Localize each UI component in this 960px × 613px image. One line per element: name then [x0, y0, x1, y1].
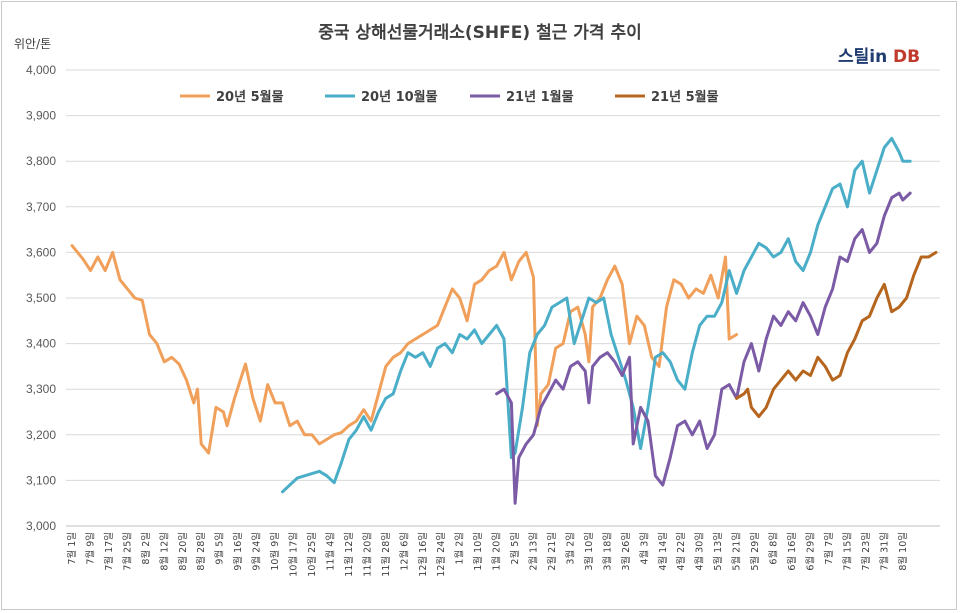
legend-label: 20년 10월물	[361, 89, 438, 105]
legend-label: 20년 5월물	[216, 89, 284, 105]
x-tick-label: 8월 2일	[140, 532, 152, 565]
x-tick-label: 10월 17일	[288, 532, 300, 577]
gridlines	[66, 69, 940, 527]
x-tick-label: 12월 24일	[435, 532, 447, 577]
logo-part-a: 스틸in	[838, 46, 887, 67]
y-axis-ticks: 3,000 3,100 3,200 3,300 3,400 3,500 3,600 3,700…	[26, 63, 56, 533]
x-tick-label: 2월 21일	[546, 532, 558, 571]
x-tick-label: 11월 12일	[343, 532, 355, 577]
x-tick-label: 5월 21일	[731, 532, 743, 571]
x-tick-label: 7월 7일	[823, 532, 835, 565]
brand-logo: 스틸in DB	[838, 46, 920, 67]
legend-label: 21년 1월물	[506, 89, 574, 105]
y-tick-label: 3,100	[26, 473, 56, 487]
x-tick-label: 6월 29일	[804, 532, 816, 571]
x-tick-label: 4월 30일	[694, 532, 706, 571]
x-tick-label: 7월 1일	[66, 532, 78, 565]
x-tick-label: 3월 2일	[564, 532, 576, 565]
y-tick-label: 4,000	[26, 63, 56, 77]
x-tick-label: 6월 8일	[768, 532, 780, 565]
x-tick-label: 10월 9일	[269, 532, 281, 571]
x-tick-label: 8월 12일	[158, 532, 170, 571]
x-tick-label: 3월 26일	[620, 532, 632, 571]
series-lines	[70, 136, 938, 505]
x-tick-label: 5월 29일	[749, 532, 761, 571]
series-line	[70, 244, 739, 455]
legend: 20년 5월물 20년 10월물 21년 1월물 21년 5월물	[180, 89, 719, 105]
y-tick-label: 3,300	[26, 382, 56, 396]
x-tick-label: 7월 17일	[103, 532, 115, 571]
x-tick-label: 9월 16일	[232, 532, 244, 571]
y-tick-label: 3,900	[26, 109, 56, 123]
x-tick-label: 11월 4일	[324, 532, 336, 571]
x-tick-label: 1월 20일	[491, 532, 503, 571]
y-tick-label: 3,200	[26, 428, 56, 442]
y-axis-unit-label: 위안/톤	[14, 37, 51, 51]
y-tick-label: 3,000	[26, 519, 56, 533]
x-tick-label: 4월 3일	[638, 532, 650, 565]
x-tick-label: 7월 23일	[860, 532, 872, 571]
x-tick-label: 3월 18일	[601, 532, 613, 571]
x-tick-label: 1월 10일	[472, 532, 484, 571]
x-tick-label: 9월 24일	[251, 532, 263, 571]
chart-title: 중국 상해선물거래소(SHFE) 철근 가격 추이	[318, 23, 642, 43]
x-tick-label: 2월 13일	[528, 532, 540, 571]
x-tick-label: 7월 9일	[84, 532, 96, 565]
y-tick-label: 3,400	[26, 337, 56, 351]
x-tick-label: 12월 6일	[398, 532, 410, 571]
x-tick-label: 1월 2일	[454, 532, 466, 565]
series-line	[495, 191, 912, 505]
y-tick-label: 3,600	[26, 245, 56, 259]
x-tick-label: 3월 10일	[583, 532, 595, 571]
x-tick-label: 7월 31일	[878, 532, 890, 571]
x-tick-label: 9월 5일	[214, 532, 226, 565]
x-tick-label: 11월 28일	[380, 532, 392, 577]
x-tick-label: 12월 16일	[417, 532, 429, 577]
x-tick-label: 6월 16일	[786, 532, 798, 571]
y-tick-label: 3,700	[26, 200, 56, 214]
x-tick-label: 2월 5일	[509, 532, 521, 565]
y-tick-label: 3,500	[26, 291, 56, 305]
x-tick-label: 8월 20일	[177, 532, 189, 571]
x-tick-label: 8월 10일	[897, 532, 909, 571]
legend-label: 21년 5월물	[651, 89, 719, 105]
x-tick-label: 4월 22일	[675, 532, 687, 571]
series-line	[281, 136, 912, 494]
logo-part-b: DB	[893, 47, 920, 67]
x-tick-label: 10월 25일	[306, 532, 318, 577]
series-line	[735, 250, 938, 419]
x-tick-label: 5월 13일	[712, 532, 724, 571]
x-tick-label: 11월 20일	[361, 532, 373, 577]
x-tick-label: 8월 28일	[195, 532, 207, 571]
x-axis-ticks: 7월 1일 7월 9일 7월 17일 7월 25일 8월 2일 8월 12일 8월 20일 8…	[66, 532, 909, 577]
x-tick-label: 7월 25일	[121, 532, 133, 571]
x-tick-label: 7월 15일	[841, 532, 853, 571]
x-tick-label: 4월 14일	[657, 532, 669, 571]
y-tick-label: 3,800	[26, 154, 56, 168]
